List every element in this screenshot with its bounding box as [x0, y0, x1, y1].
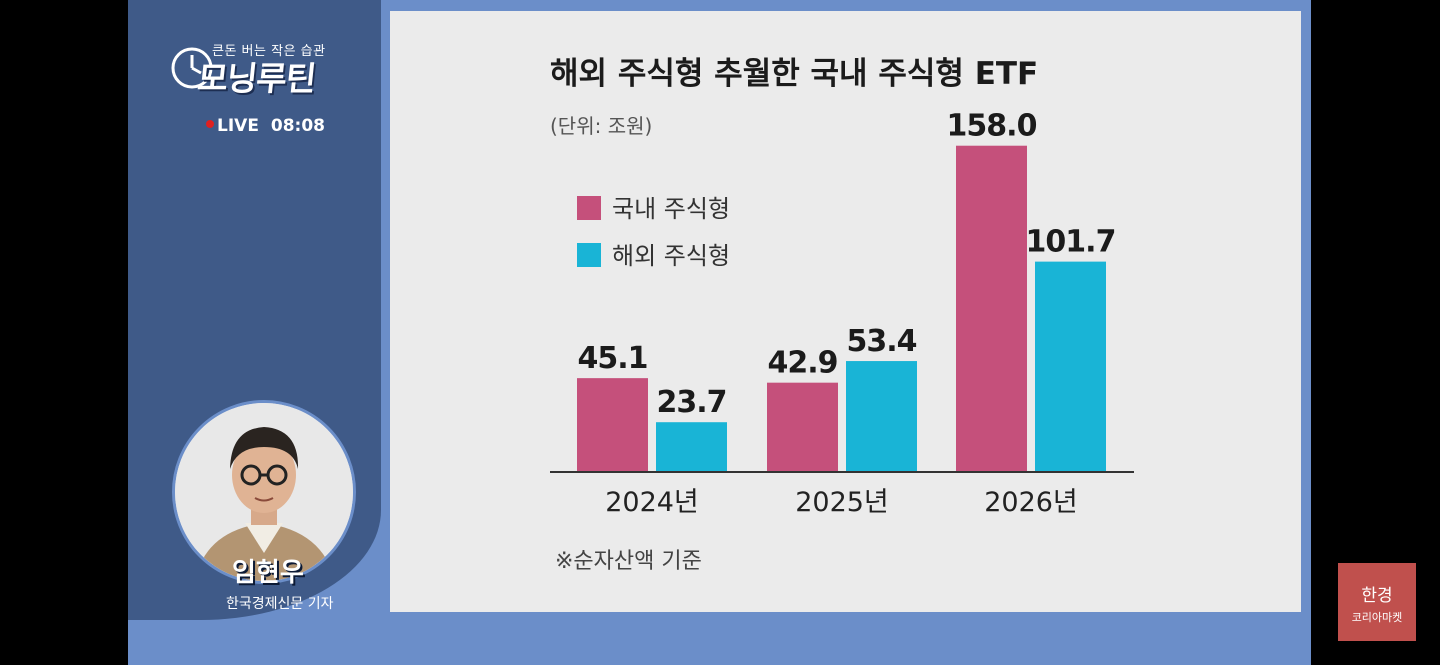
- legend-label-1: 해외 주식형: [612, 242, 730, 270]
- chart-footnote: ※순자산액 기준: [555, 549, 702, 574]
- bar-domestic-0: [577, 378, 648, 471]
- live-label: LIVE: [217, 116, 259, 136]
- data-label-overseas-0: 23.7: [656, 385, 726, 420]
- presenter-role: 한국경제신문 기자: [226, 596, 334, 612]
- video-frame: 큰돈 버는 작은 습관 모닝루틴 LIVE 08:08: [128, 0, 1311, 665]
- live-dot-icon: [206, 120, 214, 128]
- x-tick-label-0: 2024년: [605, 487, 699, 518]
- person-icon: [175, 403, 353, 581]
- presenter-name: 임현우: [232, 558, 304, 588]
- channel-logo: 한경 코리아마켓: [1338, 563, 1416, 641]
- bar-overseas-0: [656, 422, 727, 471]
- data-label-domestic-2: 158.0: [947, 109, 1037, 144]
- bar-domestic-1: [767, 382, 838, 471]
- legend-swatch-1: [577, 243, 601, 267]
- brand-line2: 코리아마켓: [1351, 611, 1403, 624]
- side-panel: 큰돈 버는 작은 습관 모닝루틴 LIVE 08:08: [128, 0, 381, 620]
- bar-overseas-1: [846, 361, 917, 471]
- chart-subtitle: (단위: 조원): [550, 114, 652, 138]
- clock-icon: [171, 47, 213, 89]
- bar-chart: 해외 주식형 추월한 국내 주식형 ETF (단위: 조원) 국내 주식형해외 …: [550, 56, 1134, 574]
- legend-swatch-0: [577, 196, 601, 220]
- legend-label-0: 국내 주식형: [612, 195, 730, 223]
- live-time: 08:08: [270, 116, 325, 136]
- bar-domestic-2: [956, 145, 1027, 472]
- live-indicator: LIVE 08:08: [206, 116, 325, 136]
- x-axis-labels: 2024년 2025년 2026년: [605, 487, 1078, 518]
- show-tagline: 큰돈 버는 작은 습관: [212, 44, 326, 59]
- x-tick-label-1: 2025년: [795, 487, 889, 518]
- chart-title: 해외 주식형 추월한 국내 주식형 ETF: [550, 56, 1038, 92]
- data-label-overseas-1: 53.4: [846, 324, 916, 359]
- data-label-domestic-1: 42.9: [767, 346, 837, 381]
- data-label-domestic-0: 45.1: [577, 341, 647, 376]
- data-label-overseas-2: 101.7: [1026, 225, 1116, 260]
- show-logo: 모닝루틴: [195, 59, 318, 98]
- brand-line1: 한경: [1361, 586, 1393, 606]
- presenter-avatar: [172, 400, 356, 584]
- x-tick-label-2: 2026년: [984, 487, 1078, 518]
- bar-overseas-2: [1035, 261, 1106, 471]
- bar-group: 45.1 42.9 158.0 23.7 53.4 101.7: [577, 109, 1116, 472]
- bottom-bar: [128, 620, 1311, 665]
